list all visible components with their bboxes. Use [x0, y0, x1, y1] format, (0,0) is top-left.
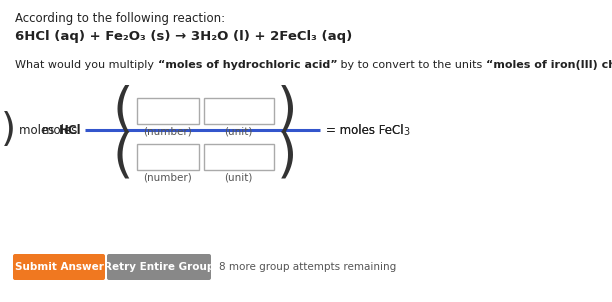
Text: 8 more group attempts remaining: 8 more group attempts remaining: [219, 262, 396, 272]
FancyBboxPatch shape: [107, 254, 211, 280]
Text: 6HCl (aq) + Fe₂O₃ (s) → 3H₂O (l) + 2FeCl₃ (aq): 6HCl (aq) + Fe₂O₃ (s) → 3H₂O (l) + 2FeCl…: [15, 30, 353, 43]
Bar: [204, 144, 274, 170]
Text: ): ): [277, 131, 298, 183]
Text: Retry Entire Group: Retry Entire Group: [104, 262, 214, 272]
Text: ): ): [1, 111, 15, 149]
Bar: [136, 98, 198, 124]
Bar: [204, 98, 274, 124]
Text: ): ): [277, 85, 298, 137]
Text: (: (: [112, 85, 133, 137]
Text: by to convert to the units: by to convert to the units: [337, 60, 486, 70]
Text: HCl: HCl: [58, 124, 81, 137]
Text: “moles of iron(III) chloride”: “moles of iron(III) chloride”: [486, 60, 612, 70]
Text: According to the following reaction:: According to the following reaction:: [15, 12, 225, 25]
Text: = moles FeCl: = moles FeCl: [326, 124, 404, 137]
Text: (number): (number): [143, 127, 192, 137]
Text: Submit Answer: Submit Answer: [15, 262, 103, 272]
Text: (unit): (unit): [225, 173, 253, 183]
Text: “moles of hydrochloric acid”: “moles of hydrochloric acid”: [157, 60, 337, 70]
FancyBboxPatch shape: [13, 254, 105, 280]
Text: (number): (number): [143, 173, 192, 183]
Text: (: (: [112, 131, 133, 183]
Text: moles: moles: [19, 124, 58, 137]
Bar: [136, 144, 198, 170]
Text: = moles FeCl: = moles FeCl: [326, 124, 404, 137]
Text: 3: 3: [404, 127, 410, 137]
Text: What would you multiply: What would you multiply: [15, 60, 157, 70]
Text: (unit): (unit): [225, 127, 253, 137]
Text: moles: moles: [42, 124, 81, 137]
